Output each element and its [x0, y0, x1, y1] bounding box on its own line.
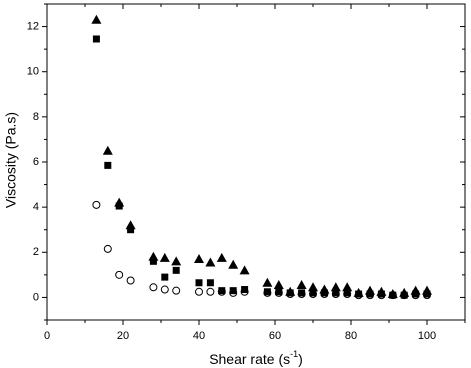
x-tick-label: 0 — [44, 330, 50, 342]
square-point — [412, 290, 420, 298]
square-point — [343, 289, 351, 297]
circle-point — [172, 286, 181, 295]
x-tick-label: 40 — [193, 330, 205, 342]
x-axis-title-end: ) — [298, 351, 303, 367]
square-point — [195, 279, 203, 287]
triangle-point — [102, 145, 113, 155]
square-point — [161, 273, 169, 281]
x-tick-label: 20 — [117, 330, 129, 342]
circle-point — [309, 290, 317, 299]
triangle-point — [216, 252, 227, 262]
x-axis-title-text: Shear rate (s — [209, 351, 290, 367]
triangle-point — [342, 282, 353, 292]
y-tick-label: 10 — [27, 66, 39, 78]
circle-point — [217, 287, 226, 296]
square-point — [355, 290, 363, 298]
y-tick-label: 4 — [33, 201, 39, 213]
circle-point — [297, 290, 306, 299]
y-axis-title: Viscosity (Pa.s) — [3, 112, 19, 208]
circle-point — [103, 244, 112, 253]
triangle-point — [262, 277, 273, 287]
circle-point — [388, 291, 397, 300]
circle-point — [286, 290, 295, 299]
circle-point — [366, 291, 374, 300]
square-point — [241, 286, 249, 294]
circle-point — [115, 270, 124, 279]
circle-point — [354, 291, 363, 300]
circle-point — [160, 285, 169, 294]
square-point — [206, 279, 214, 287]
square-point — [275, 288, 283, 296]
circle-point — [240, 287, 249, 296]
square-point — [104, 161, 112, 169]
triangle-point — [273, 280, 284, 290]
square-point — [423, 290, 431, 298]
square-point — [149, 257, 157, 265]
x-tick-label: 60 — [269, 330, 281, 342]
square-point — [229, 287, 237, 295]
circle-point — [400, 291, 409, 300]
y-tick-label: 8 — [33, 111, 39, 123]
square-point — [115, 202, 123, 210]
circle-point — [423, 291, 431, 300]
square-point — [400, 291, 408, 299]
triangle-point — [296, 280, 307, 290]
circle-point — [126, 276, 135, 285]
x-tick-label: 100 — [418, 330, 436, 342]
triangle-point — [205, 257, 216, 267]
x-tick-label: 80 — [345, 330, 357, 342]
square-point — [298, 289, 306, 297]
square-point — [286, 289, 294, 297]
triangle-point — [330, 282, 341, 292]
circle-point — [149, 283, 158, 292]
circle-point — [195, 287, 203, 296]
circle-point — [411, 291, 420, 300]
x-axis-title-sup: -1 — [290, 349, 298, 359]
circle-point — [320, 290, 329, 299]
square-point — [218, 287, 226, 295]
triangle-point — [239, 265, 250, 275]
y-tick-label: 12 — [27, 20, 39, 32]
circle-point — [229, 288, 238, 297]
square-point — [332, 289, 340, 297]
circle-point — [331, 290, 340, 299]
triangle-point — [171, 256, 182, 266]
square-point — [127, 226, 135, 234]
square-point — [172, 266, 180, 274]
triangle-point — [228, 259, 239, 269]
square-point — [389, 291, 397, 299]
triangle-point — [159, 252, 170, 262]
square-point — [263, 288, 271, 296]
square-point — [366, 290, 374, 298]
y-tick-label: 0 — [33, 291, 39, 303]
square-point — [92, 35, 100, 43]
circle-point — [274, 288, 283, 297]
square-point — [320, 289, 328, 297]
y-tick-label: 2 — [33, 246, 39, 258]
circle-point — [92, 200, 101, 209]
circle-point — [377, 291, 386, 300]
circle-point — [343, 290, 352, 299]
square-point — [309, 289, 317, 297]
square-point — [377, 290, 385, 298]
triangle-point — [91, 14, 102, 24]
circle-point — [206, 287, 215, 296]
x-axis-title: Shear rate (s-1) — [209, 349, 303, 366]
triangle-point — [308, 282, 318, 292]
y-tick-label: 6 — [33, 156, 39, 168]
triangle-point — [194, 254, 204, 264]
circle-point — [263, 288, 272, 297]
